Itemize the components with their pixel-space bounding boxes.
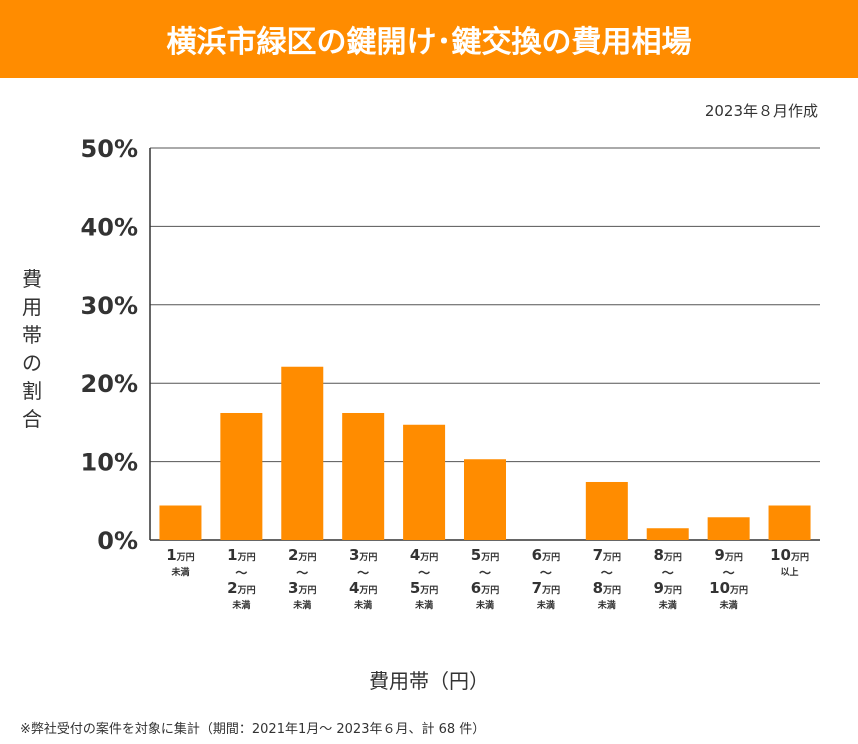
bar xyxy=(281,366,324,540)
x-tick-line: 未満 xyxy=(415,601,434,611)
x-tick-line: ～ xyxy=(600,566,613,580)
x-tick-line: 未満 xyxy=(475,601,494,611)
x-tick-line: 未満 xyxy=(536,601,555,611)
bar xyxy=(585,481,628,540)
bar xyxy=(403,424,446,540)
x-tick-line: 5万円 xyxy=(470,546,500,564)
x-tick-line: 2万円 xyxy=(227,579,256,597)
x-tick-line: 8万円 xyxy=(592,579,622,597)
x-tick-line: 2万円 xyxy=(288,546,317,564)
x-tick-line: 未満 xyxy=(597,601,616,611)
bar xyxy=(159,505,202,540)
x-tick-line: ～ xyxy=(296,566,309,580)
y-tick-label: 20% xyxy=(81,370,138,398)
x-tick-line: 1万円 xyxy=(227,546,256,564)
bar xyxy=(342,412,385,540)
x-tick-line: 9万円 xyxy=(714,546,743,564)
x-tick-label: 4万円 ～ 5万円未満 xyxy=(394,548,454,614)
x-tick-line: 未満 xyxy=(232,601,251,611)
x-tick-line: ～ xyxy=(418,566,431,580)
x-tick-line: 7万円 xyxy=(592,546,622,564)
x-tick-line: ～ xyxy=(357,566,370,580)
x-tick-label: 7万円 ～ 8万円未満 xyxy=(577,548,637,614)
bar xyxy=(768,505,811,540)
y-tick-label: 30% xyxy=(81,292,138,320)
chart-title-banner: 横浜市緑区の鍵開け･鍵交換の費用相場 xyxy=(0,0,858,78)
x-tick-line: 4万円 xyxy=(348,579,378,597)
x-tick-line: 未満 xyxy=(658,601,677,611)
x-tick-line: ～ xyxy=(722,566,735,580)
bar xyxy=(220,412,263,540)
y-tick-label: 10% xyxy=(81,449,138,477)
x-tick-label: 9万円 ～ 10万円未満 xyxy=(699,548,759,614)
x-axis-label: 費用帯（円） xyxy=(369,669,489,693)
x-tick-line: 3万円 xyxy=(288,579,317,597)
x-tick-label: 3万円 ～ 4万円未満 xyxy=(333,548,393,614)
x-tick-line: 7万円 xyxy=(531,579,561,597)
x-tick-line: 10万円 xyxy=(770,546,809,564)
x-tick-label: 5万円 ～ 6万円未満 xyxy=(455,548,515,614)
bar xyxy=(646,528,689,540)
x-tick-line: 3万円 xyxy=(348,546,378,564)
bar xyxy=(707,517,750,540)
y-tick-label: 0% xyxy=(97,527,138,555)
x-tick-line: 未満 xyxy=(354,601,373,611)
x-tick-label: 2万円 ～ 3万円未満 xyxy=(272,548,332,614)
x-tick-line: ～ xyxy=(661,566,674,580)
x-tick-line: 未満 xyxy=(719,601,738,611)
x-tick-label: 1万円未満 xyxy=(150,548,210,581)
x-tick-line: 1万円 xyxy=(166,546,195,564)
bar xyxy=(464,459,506,540)
x-tick-label: 10万円以上 xyxy=(760,548,820,581)
x-tick-line: 5万円 xyxy=(409,579,439,597)
x-tick-line: 4万円 xyxy=(409,546,439,564)
x-tick-label: 1万円 ～ 2万円未満 xyxy=(211,548,271,614)
created-date: 2023年８月作成 xyxy=(704,102,818,120)
x-tick-line: 未満 xyxy=(171,568,190,578)
x-tick-label: 6万円 ～ 7万円未満 xyxy=(516,548,576,614)
x-tick-line: 6万円 xyxy=(470,579,500,597)
x-tick-label: 8万円 ～ 9万円未満 xyxy=(638,548,698,614)
x-tick-line: ～ xyxy=(235,566,248,580)
x-tick-line: 9万円 xyxy=(653,579,682,597)
x-tick-line: 未満 xyxy=(293,601,312,611)
y-axis-label: 費用帯の割合 xyxy=(22,267,42,431)
x-tick-line: ～ xyxy=(478,566,491,580)
x-tick-line: 8万円 xyxy=(653,546,682,564)
x-tick-line: 10万円 xyxy=(709,579,749,597)
y-tick-label: 40% xyxy=(81,213,138,241)
x-tick-line: ～ xyxy=(539,566,552,580)
y-tick-label: 50% xyxy=(81,135,138,163)
x-tick-line: 以上 xyxy=(780,568,799,578)
x-tick-line: 6万円 xyxy=(531,546,561,564)
footnote: ※弊社受付の案件を対象に集計（期間：2021年1月～ 2023年６月、計 68 … xyxy=(20,722,486,737)
